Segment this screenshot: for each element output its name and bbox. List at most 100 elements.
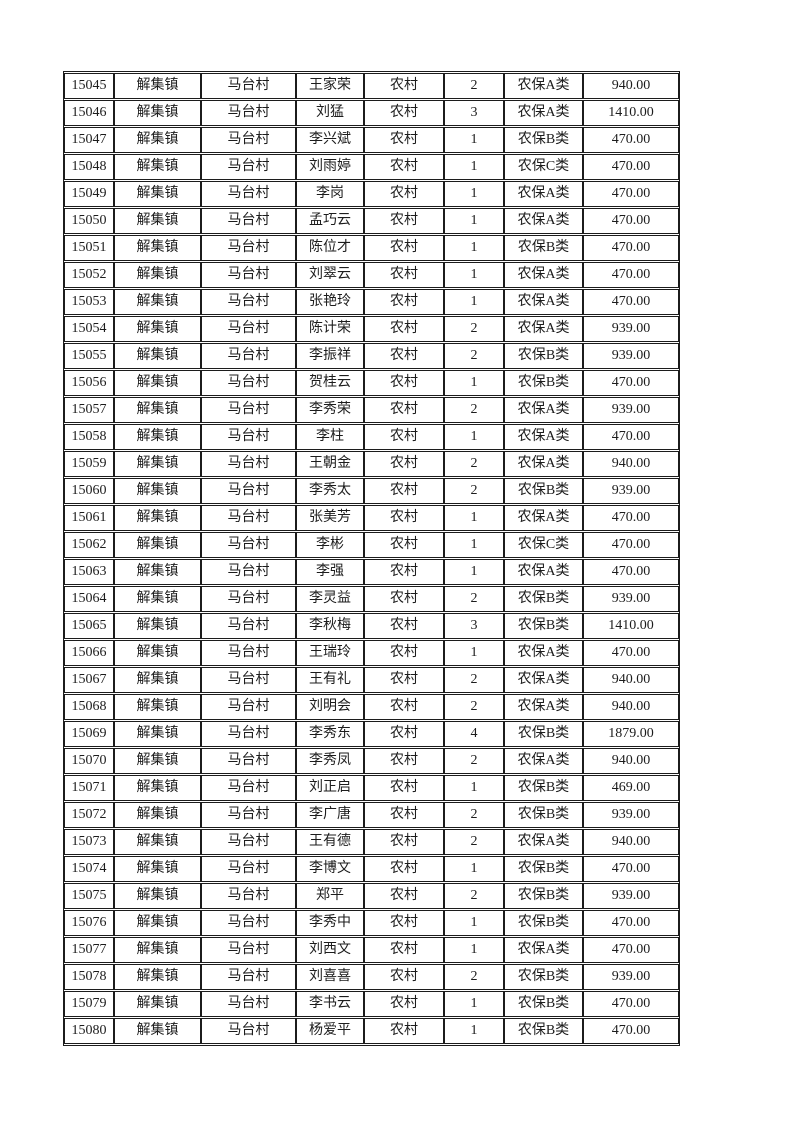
cell-amount: 939.00	[583, 478, 679, 504]
cell-person-count: 1	[444, 1018, 504, 1044]
cell-serial-number: 15073	[64, 829, 114, 855]
cell-amount: 470.00	[583, 640, 679, 666]
cell-village: 马台村	[201, 505, 296, 531]
table-row: 15072 解集镇 马台村 李广唐 农村 2 农保B类 939.00	[64, 802, 679, 828]
cell-person-name: 刘喜喜	[296, 964, 364, 990]
cell-person-name: 李兴斌	[296, 127, 364, 153]
cell-insurance-category: 农保A类	[504, 748, 583, 774]
cell-person-name: 杨爱平	[296, 1018, 364, 1044]
cell-residence-type: 农村	[364, 991, 444, 1017]
cell-residence-type: 农村	[364, 559, 444, 585]
cell-amount: 470.00	[583, 991, 679, 1017]
cell-residence-type: 农村	[364, 856, 444, 882]
cell-insurance-category: 农保A类	[504, 694, 583, 720]
cell-serial-number: 15076	[64, 910, 114, 936]
cell-insurance-category: 农保A类	[504, 667, 583, 693]
table-row: 15073 解集镇 马台村 王有德 农村 2 农保A类 940.00	[64, 829, 679, 855]
cell-serial-number: 15058	[64, 424, 114, 450]
cell-person-name: 李灵益	[296, 586, 364, 612]
cell-insurance-category: 农保A类	[504, 424, 583, 450]
cell-town: 解集镇	[114, 127, 201, 153]
cell-residence-type: 农村	[364, 667, 444, 693]
cell-amount: 1410.00	[583, 613, 679, 639]
cell-serial-number: 15061	[64, 505, 114, 531]
cell-insurance-category: 农保B类	[504, 991, 583, 1017]
cell-serial-number: 15049	[64, 181, 114, 207]
table-row: 15053 解集镇 马台村 张艳玲 农村 1 农保A类 470.00	[64, 289, 679, 315]
cell-serial-number: 15047	[64, 127, 114, 153]
cell-village: 马台村	[201, 478, 296, 504]
table-row: 15058 解集镇 马台村 李柱 农村 1 农保A类 470.00	[64, 424, 679, 450]
cell-person-count: 1	[444, 775, 504, 801]
cell-town: 解集镇	[114, 586, 201, 612]
cell-village: 马台村	[201, 289, 296, 315]
cell-residence-type: 农村	[364, 802, 444, 828]
cell-town: 解集镇	[114, 1018, 201, 1044]
table-row: 15050 解集镇 马台村 孟巧云 农村 1 农保A类 470.00	[64, 208, 679, 234]
cell-town: 解集镇	[114, 856, 201, 882]
cell-amount: 470.00	[583, 424, 679, 450]
cell-town: 解集镇	[114, 100, 201, 126]
table-row: 15067 解集镇 马台村 王有礼 农村 2 农保A类 940.00	[64, 667, 679, 693]
cell-person-count: 2	[444, 667, 504, 693]
table-row: 15055 解集镇 马台村 李振祥 农村 2 农保B类 939.00	[64, 343, 679, 369]
cell-village: 马台村	[201, 640, 296, 666]
cell-insurance-category: 农保B类	[504, 1018, 583, 1044]
cell-person-count: 1	[444, 208, 504, 234]
cell-person-count: 2	[444, 586, 504, 612]
cell-person-name: 李秀中	[296, 910, 364, 936]
cell-person-name: 刘明会	[296, 694, 364, 720]
cell-person-name: 刘雨婷	[296, 154, 364, 180]
cell-amount: 470.00	[583, 289, 679, 315]
cell-town: 解集镇	[114, 775, 201, 801]
cell-town: 解集镇	[114, 154, 201, 180]
cell-residence-type: 农村	[364, 964, 444, 990]
cell-residence-type: 农村	[364, 451, 444, 477]
cell-residence-type: 农村	[364, 694, 444, 720]
cell-serial-number: 15069	[64, 721, 114, 747]
cell-insurance-category: 农保A类	[504, 100, 583, 126]
cell-town: 解集镇	[114, 181, 201, 207]
cell-residence-type: 农村	[364, 748, 444, 774]
cell-insurance-category: 农保B类	[504, 721, 583, 747]
cell-serial-number: 15052	[64, 262, 114, 288]
cell-insurance-category: 农保A类	[504, 316, 583, 342]
table-row: 15046 解集镇 马台村 刘猛 农村 3 农保A类 1410.00	[64, 100, 679, 126]
cell-village: 马台村	[201, 856, 296, 882]
cell-town: 解集镇	[114, 721, 201, 747]
cell-person-name: 张艳玲	[296, 289, 364, 315]
cell-insurance-category: 农保A类	[504, 451, 583, 477]
cell-amount: 470.00	[583, 127, 679, 153]
cell-person-name: 刘翠云	[296, 262, 364, 288]
cell-serial-number: 15080	[64, 1018, 114, 1044]
cell-serial-number: 15075	[64, 883, 114, 909]
cell-village: 马台村	[201, 316, 296, 342]
cell-person-count: 1	[444, 991, 504, 1017]
cell-person-name: 贺桂云	[296, 370, 364, 396]
cell-village: 马台村	[201, 748, 296, 774]
cell-amount: 1410.00	[583, 100, 679, 126]
cell-serial-number: 15065	[64, 613, 114, 639]
cell-person-count: 1	[444, 370, 504, 396]
cell-serial-number: 15064	[64, 586, 114, 612]
table-row: 15054 解集镇 马台村 陈计荣 农村 2 农保A类 939.00	[64, 316, 679, 342]
cell-residence-type: 农村	[364, 883, 444, 909]
table-row: 15051 解集镇 马台村 陈位才 农村 1 农保B类 470.00	[64, 235, 679, 261]
cell-town: 解集镇	[114, 424, 201, 450]
table-row: 15078 解集镇 马台村 刘喜喜 农村 2 农保B类 939.00	[64, 964, 679, 990]
cell-residence-type: 农村	[364, 208, 444, 234]
cell-serial-number: 15054	[64, 316, 114, 342]
cell-residence-type: 农村	[364, 640, 444, 666]
cell-residence-type: 农村	[364, 370, 444, 396]
cell-town: 解集镇	[114, 991, 201, 1017]
cell-village: 马台村	[201, 883, 296, 909]
cell-residence-type: 农村	[364, 613, 444, 639]
cell-village: 马台村	[201, 1018, 296, 1044]
table-row: 15068 解集镇 马台村 刘明会 农村 2 农保A类 940.00	[64, 694, 679, 720]
cell-insurance-category: 农保A类	[504, 829, 583, 855]
cell-amount: 939.00	[583, 586, 679, 612]
cell-village: 马台村	[201, 586, 296, 612]
cell-village: 马台村	[201, 397, 296, 423]
cell-person-count: 1	[444, 910, 504, 936]
